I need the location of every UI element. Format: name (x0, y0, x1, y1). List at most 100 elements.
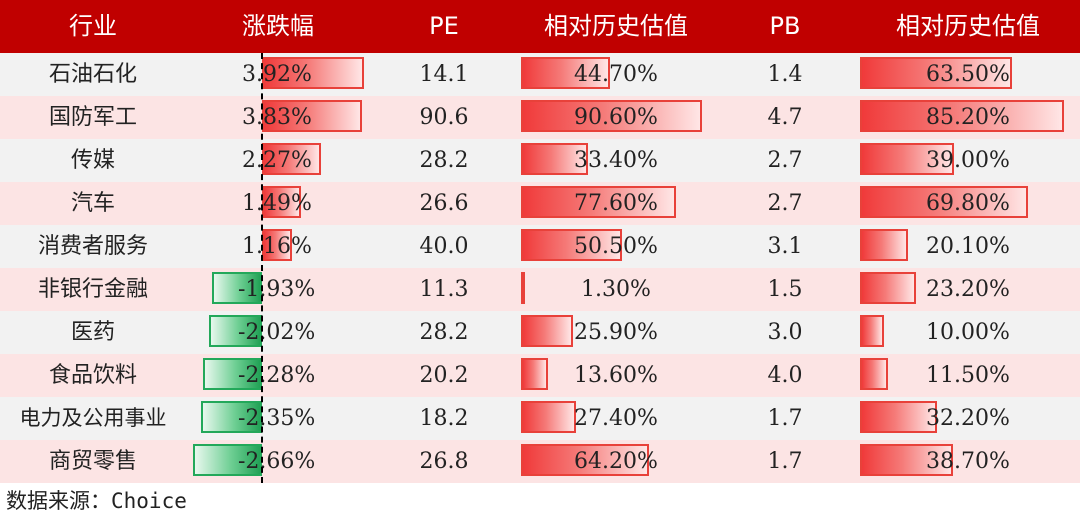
table-row: 电力及公用事业 -2.35% 18.2 27.40% 1.7 32.20% (0, 397, 1080, 440)
pe-relative-bar (521, 315, 573, 347)
change-value: -2.35% (238, 406, 316, 431)
industry-name: 食品饮料 (48, 363, 137, 388)
industry-name: 非银行金融 (37, 277, 148, 302)
industry-name: 电力及公用事业 (19, 406, 167, 430)
change-value: 1.49% (242, 191, 312, 216)
pe-value: 26.8 (419, 449, 469, 474)
pb-value: 1.5 (767, 277, 803, 302)
pb-value: 3.1 (767, 234, 803, 259)
pb-relative-bar (860, 143, 954, 175)
table-row: 非银行金融 -1.93% 11.3 1.30% 1.5 23.20% (0, 268, 1080, 311)
pe-relative-value: 90.60% (574, 105, 658, 130)
change-bar (262, 100, 362, 132)
change-value: 1.16% (242, 234, 312, 259)
pb-value: 1.4 (767, 62, 803, 87)
table-row: 医药 -2.02% 28.2 25.90% 3.0 10.00% (0, 311, 1080, 354)
header-industry: 行业 (69, 12, 117, 40)
pe-relative-value: 25.90% (574, 320, 658, 345)
pb-relative-value: 85.20% (926, 105, 1010, 130)
industry-name: 石油石化 (48, 62, 137, 87)
header-change: 涨跌幅 (242, 12, 314, 40)
change-value: -2.02% (238, 320, 316, 345)
industry-name: 医药 (70, 320, 115, 345)
industry-name: 商贸零售 (48, 449, 137, 474)
pe-relative-value: 44.70% (574, 62, 658, 87)
table-row: 国防军工 3.83% 90.6 90.60% 4.7 85.20% (0, 96, 1080, 139)
pb-relative-value: 63.50% (926, 62, 1010, 87)
header-pb-relative: 相对历史估值 (896, 12, 1040, 40)
pe-value: 20.2 (419, 363, 469, 388)
change-bar (262, 143, 322, 175)
change-bar (200, 401, 262, 433)
pe-relative-bar (521, 100, 703, 132)
pb-relative-bar (860, 401, 938, 433)
pe-relative-value: 33.40% (574, 148, 658, 173)
change-value: 2.27% (242, 148, 312, 173)
pe-value: 28.2 (419, 148, 469, 173)
pb-value: 4.0 (767, 363, 803, 388)
pe-relative-bar (521, 57, 611, 89)
pb-relative-value: 20.10% (926, 234, 1010, 259)
pb-relative-bar (860, 57, 1013, 89)
pb-relative-value: 11.50% (926, 363, 1010, 388)
pb-value: 2.7 (767, 148, 803, 173)
table-row: 商贸零售 -2.66% 26.8 64.20% 1.7 38.70% (0, 440, 1080, 483)
change-bar (211, 272, 262, 304)
header-pe: PE (429, 12, 459, 40)
zero-axis-line (261, 53, 263, 483)
industry-name: 国防军工 (48, 105, 137, 130)
table-row: 传媒 2.27% 28.2 33.40% 2.7 39.00% (0, 139, 1080, 182)
industry-name: 传媒 (70, 148, 115, 173)
change-bar (192, 444, 262, 476)
pb-relative-bar (860, 186, 1028, 218)
pb-value: 1.7 (767, 449, 803, 474)
pb-relative-bar (860, 315, 884, 347)
pe-relative-bar (521, 143, 588, 175)
pb-relative-value: 23.20% (926, 277, 1010, 302)
table-row: 食品饮料 -2.28% 20.2 13.60% 4.0 11.50% (0, 354, 1080, 397)
pe-value: 11.3 (419, 277, 469, 302)
table-row: 汽车 1.49% 26.6 77.60% 2.7 69.80% (0, 182, 1080, 225)
pe-value: 40.0 (419, 234, 469, 259)
pe-relative-value: 13.60% (574, 363, 658, 388)
change-value: -2.66% (238, 449, 316, 474)
pe-relative-value: 50.50% (574, 234, 658, 259)
pb-relative-value: 69.80% (926, 191, 1010, 216)
pe-value: 26.6 (419, 191, 469, 216)
pb-relative-value: 32.20% (926, 406, 1010, 431)
pb-relative-bar (860, 444, 953, 476)
pb-value: 4.7 (767, 105, 803, 130)
pb-relative-value: 10.00% (926, 320, 1010, 345)
header-pb: PB (769, 12, 801, 40)
pb-relative-value: 39.00% (926, 148, 1010, 173)
pe-value: 14.1 (419, 62, 469, 87)
pb-value: 3.0 (767, 320, 803, 345)
header-pe-relative: 相对历史估值 (544, 12, 688, 40)
pb-value: 1.7 (767, 406, 803, 431)
change-value: 3.92% (242, 62, 312, 87)
table-row: 消费者服务 1.16% 40.0 50.50% 3.1 20.10% (0, 225, 1080, 268)
pe-relative-bar (521, 272, 525, 304)
table-row: 石油石化 3.92% 14.1 44.70% 1.4 63.50% (0, 53, 1080, 96)
pb-relative-bar (860, 358, 888, 390)
table-header: 行业 涨跌幅 PE 相对历史估值 PB 相对历史估值 (0, 0, 1080, 53)
change-value: -1.93% (238, 277, 316, 302)
pe-relative-bar (521, 186, 677, 218)
pe-relative-value: 77.60% (574, 191, 658, 216)
industry-name: 消费者服务 (37, 234, 148, 259)
pe-relative-bar (521, 229, 622, 261)
industry-name: 汽车 (70, 191, 115, 216)
change-value: 3.83% (242, 105, 312, 130)
pe-relative-value: 27.40% (574, 406, 658, 431)
pe-relative-bar (521, 444, 650, 476)
pb-relative-bar (860, 272, 916, 304)
pb-relative-bar (860, 100, 1065, 132)
change-value: -2.28% (238, 363, 316, 388)
pb-value: 2.7 (767, 191, 803, 216)
change-bar (202, 358, 262, 390)
pb-relative-bar (860, 229, 909, 261)
pe-relative-value: 1.30% (581, 277, 651, 302)
pe-value: 28.2 (419, 320, 469, 345)
source-note: 数据来源：Choice (6, 489, 187, 513)
pe-value: 18.2 (419, 406, 469, 431)
